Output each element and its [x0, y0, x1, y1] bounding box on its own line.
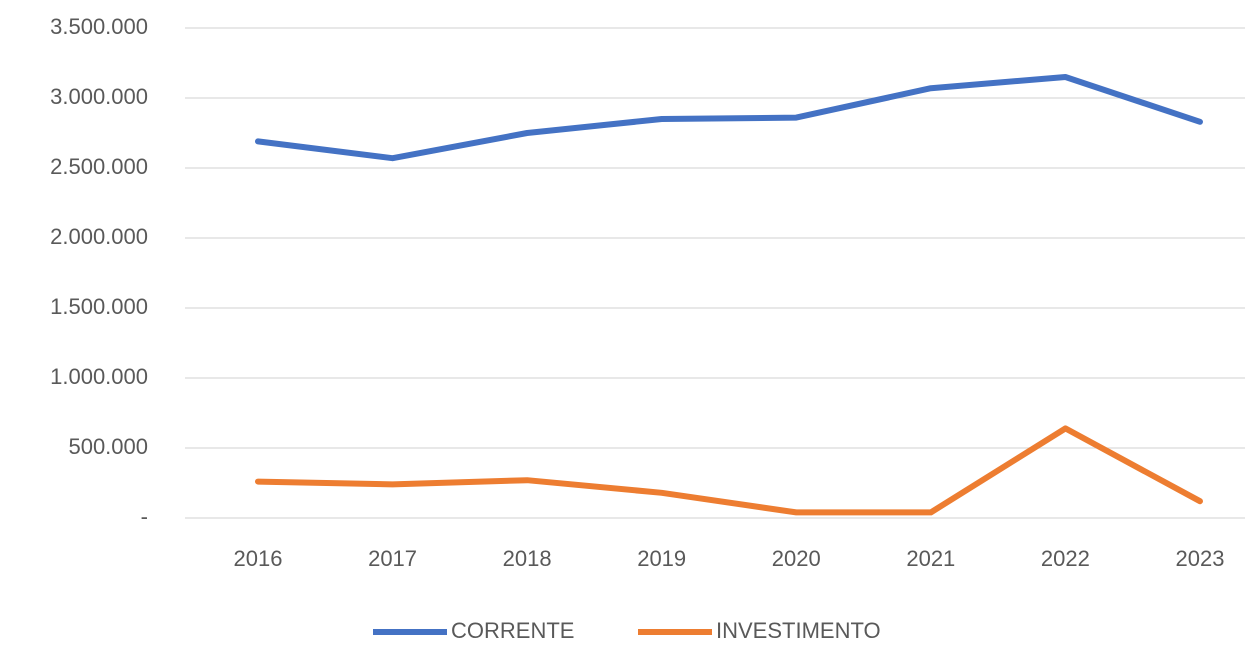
legend-label: INVESTIMENTO [716, 618, 881, 643]
y-tick-label: 2.000.000 [50, 224, 148, 249]
series-line [254, 425, 1203, 516]
y-tick-label: 3.500.000 [50, 14, 148, 39]
x-tick-label: 2019 [637, 546, 686, 571]
x-tick-label: 2022 [1041, 546, 1090, 571]
y-tick-label: 2.500.000 [50, 154, 148, 179]
x-tick-label: 2017 [368, 546, 417, 571]
x-tick-label: 2020 [772, 546, 821, 571]
y-tick-label: 500.000 [68, 434, 148, 459]
legend-label: CORRENTE [451, 618, 574, 643]
y-tick-label: 1.000.000 [50, 364, 148, 389]
x-tick-label: 2018 [503, 546, 552, 571]
x-tick-label: 2016 [234, 546, 283, 571]
y-tick-label: 3.000.000 [50, 84, 148, 109]
x-tick-label: 2023 [1175, 546, 1224, 571]
y-tick-label: 1.500.000 [50, 294, 148, 319]
y-tick-label: - [141, 504, 148, 529]
x-tick-label: 2021 [906, 546, 955, 571]
series-line [254, 74, 1203, 162]
